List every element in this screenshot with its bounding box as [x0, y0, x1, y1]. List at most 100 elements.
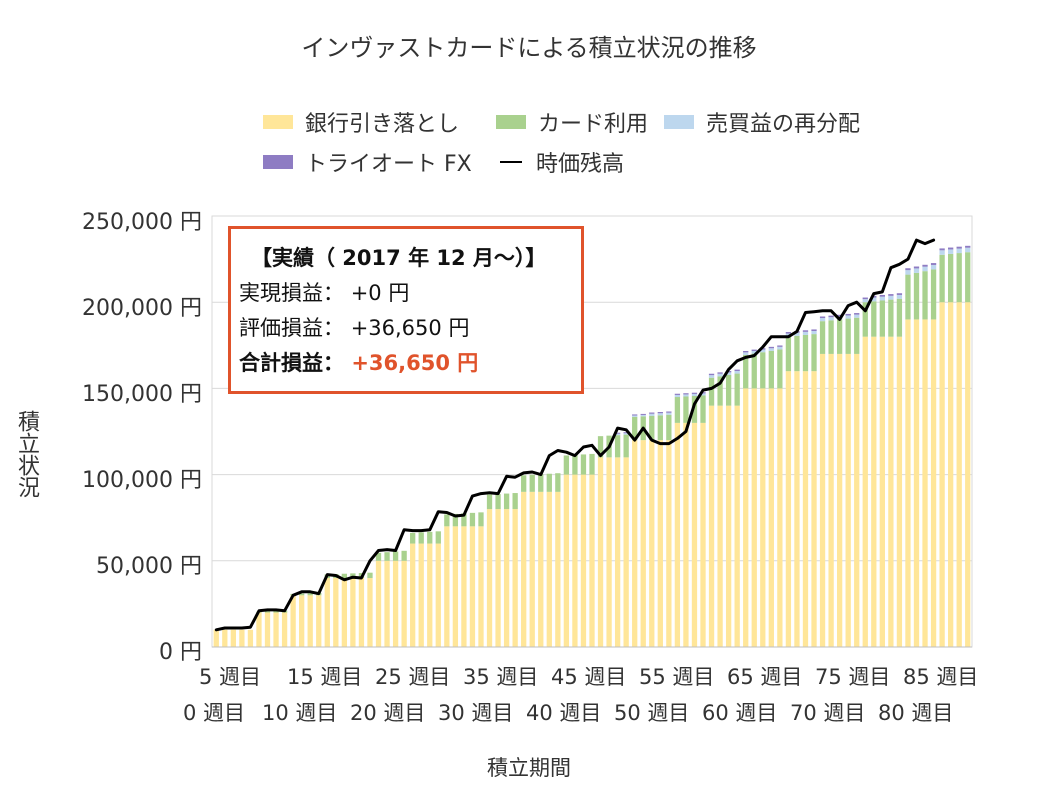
- bar-bank-week-57: [700, 422, 706, 647]
- bar-redistribution-week-76: [862, 299, 868, 303]
- bar-redistribution-week-56: [691, 393, 698, 396]
- chart-title: インヴァストカードによる積立状況の推移: [301, 34, 757, 62]
- bar-autofx-week-61: [734, 369, 740, 371]
- bar-autofx-week-66: [777, 345, 783, 347]
- bar-card-week-56: [691, 395, 698, 423]
- x-tick-label: 75 週目: [815, 665, 891, 689]
- bar-card-week-44: [589, 453, 595, 475]
- bar-bank-week-88: [965, 302, 971, 647]
- bar-bank-week-46: [606, 457, 612, 647]
- bar-card-week-30: [469, 512, 476, 527]
- bar-bank-week-29: [461, 526, 467, 647]
- bar-bank-week-16: [350, 578, 356, 647]
- summary-header: 【実績（ 2017 年 12 月～）】: [251, 246, 547, 270]
- bar-redistribution-week-79: [888, 295, 894, 300]
- bar-redistribution-week-85: [939, 250, 945, 255]
- bar-redistribution-week-74: [845, 315, 851, 319]
- bar-bank-week-36: [521, 491, 527, 647]
- bar-card-week-33: [495, 494, 501, 510]
- bar-card-week-36: [521, 475, 527, 492]
- bar-card-week-60: [725, 374, 732, 406]
- bar-bank-week-14: [333, 578, 339, 647]
- bar-redistribution-week-47: [614, 433, 621, 436]
- bar-redistribution-week-86: [948, 249, 954, 254]
- bar-card-week-86: [948, 253, 954, 303]
- bar-redistribution-week-71: [819, 318, 826, 322]
- bar-card-week-34: [503, 493, 510, 510]
- bar-bank-week-24: [418, 543, 424, 647]
- bar-bank-week-10: [299, 595, 305, 647]
- bar-bank-week-69: [802, 371, 809, 647]
- bar-autofx-week-55: [683, 393, 689, 395]
- bar-autofx-week-63: [751, 349, 757, 351]
- bar-bank-week-86: [948, 302, 954, 647]
- x-tick-label: 5 週目: [199, 665, 262, 689]
- bar-autofx-week-83: [922, 264, 928, 267]
- bar-bank-week-71: [819, 353, 826, 647]
- x-tick-label: 50 週目: [614, 701, 690, 725]
- bar-card-week-20: [384, 552, 390, 561]
- x-tick-label: 55 週目: [639, 665, 715, 689]
- bar-bank-week-23: [410, 543, 416, 647]
- bar-card-week-35: [512, 493, 518, 510]
- bar-bank-week-2: [230, 629, 236, 647]
- bar-bank-week-18: [367, 578, 373, 647]
- legend-label-market-value: 時価残高: [536, 152, 625, 177]
- bar-autofx-week-54: [674, 393, 681, 395]
- bar-redistribution-week-88: [965, 247, 971, 253]
- bar-bank-week-19: [375, 560, 382, 647]
- summary-total-value: +36,650 円: [351, 351, 479, 375]
- x-tick-label: 0 週目: [183, 701, 246, 725]
- bar-bank-week-66: [777, 388, 783, 647]
- bar-bank-week-58: [708, 405, 715, 647]
- bar-card-week-22: [401, 550, 407, 561]
- bar-card-week-72: [828, 320, 834, 354]
- bar-card-week-87: [956, 253, 962, 303]
- bar-redistribution-week-87: [956, 248, 962, 254]
- bar-bank-week-34: [503, 509, 510, 647]
- bar-bank-week-63: [751, 388, 757, 647]
- bar-autofx-week-72: [828, 315, 834, 318]
- bar-autofx-week-58: [708, 373, 715, 376]
- bar-redistribution-week-61: [734, 370, 740, 374]
- summary-realized-value: +0 円: [350, 281, 410, 305]
- bar-bank-week-26: [435, 543, 441, 647]
- y-tick-label: 0 円: [159, 640, 202, 665]
- bar-card-week-41: [563, 455, 570, 475]
- legend-item-bank: 銀行引き落とし: [263, 106, 459, 138]
- bar-bank-week-70: [811, 371, 817, 647]
- bar-autofx-week-59: [717, 372, 723, 374]
- bar-redistribution-week-51: [649, 413, 655, 416]
- legend-item-market-value: 時価残高: [500, 146, 624, 178]
- bar-bank-week-83: [922, 319, 928, 647]
- bar-bank-week-76: [862, 336, 868, 647]
- bar-card-week-62: [743, 354, 749, 389]
- bar-bank-week-39: [546, 491, 552, 647]
- summary-box: 【実績（ 2017 年 12 月～）】 実現損益： +0 円 評価損益： +36…: [228, 226, 584, 394]
- bar-bank-week-38: [538, 491, 544, 647]
- bar-bank-week-35: [512, 509, 518, 647]
- bar-bank-week-21: [392, 560, 399, 647]
- bar-bank-week-80: [896, 336, 903, 647]
- legend-label-card: カード利用: [538, 112, 649, 137]
- bar-bank-week-33: [495, 509, 501, 647]
- bar-bank-week-43: [580, 474, 587, 647]
- bar-card-week-76: [862, 302, 868, 337]
- summary-realized-row: 実現損益： +0 円: [239, 276, 581, 311]
- bar-autofx-week-70: [811, 329, 817, 331]
- x-tick-label: 25 週目: [375, 665, 451, 689]
- bar-bank-week-42: [572, 474, 578, 647]
- legend-swatch-autofx: [263, 155, 293, 169]
- legend-item-autofx: トライオート FX: [263, 146, 472, 178]
- x-tick-label: 65 週目: [727, 665, 803, 689]
- bar-redistribution-week-70: [811, 330, 817, 335]
- legend-item-card: カード利用: [496, 106, 648, 138]
- bar-bank-week-25: [427, 543, 433, 647]
- x-tick-label: 10 週目: [262, 701, 338, 725]
- bar-bank-week-15: [341, 578, 348, 647]
- bar-bank-week-67: [785, 371, 792, 647]
- bar-bank-week-81: [905, 319, 911, 647]
- bar-bank-week-7: [273, 612, 279, 647]
- bar-redistribution-week-58: [708, 375, 715, 378]
